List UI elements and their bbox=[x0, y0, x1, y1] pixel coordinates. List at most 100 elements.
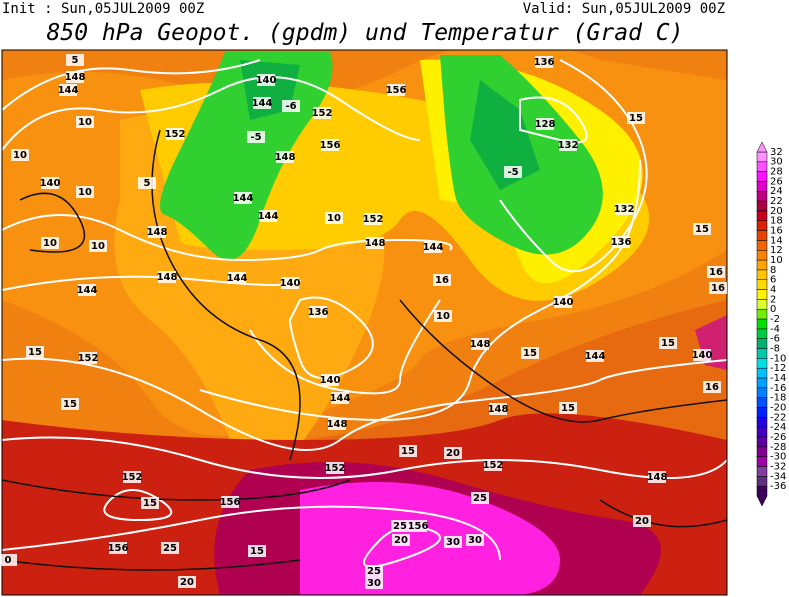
contour-label-bg bbox=[228, 272, 246, 284]
contour-label: 144 bbox=[423, 242, 444, 253]
contour-label-bg bbox=[489, 403, 507, 415]
colorbar-label: -8 bbox=[770, 343, 780, 354]
colorbar-label: 22 bbox=[770, 196, 783, 207]
contour-label: 144 bbox=[258, 211, 279, 222]
contour-label-bg bbox=[253, 97, 271, 109]
contour-label: 25 bbox=[163, 543, 177, 554]
contour-label: 140 bbox=[553, 297, 574, 308]
contour-label-bg bbox=[434, 310, 452, 322]
contour-label: 16 bbox=[705, 382, 719, 393]
contour-label-bg bbox=[693, 349, 711, 361]
contour-label-bg bbox=[325, 212, 343, 224]
colorbar-label: 32 bbox=[770, 147, 783, 158]
map-frame bbox=[1, 49, 728, 596]
contour-label: 15 bbox=[250, 546, 264, 557]
contour-label-bg bbox=[79, 352, 97, 364]
colorbar-swatch bbox=[756, 191, 768, 202]
contour-label: 10 bbox=[78, 117, 92, 128]
contour-label-bg bbox=[444, 447, 462, 459]
contour-label-bg bbox=[648, 471, 666, 483]
colorbar-label: -14 bbox=[770, 373, 786, 384]
contour-label-bg bbox=[313, 107, 331, 119]
colorbar-swatch bbox=[756, 367, 768, 379]
contour-label-bg bbox=[659, 337, 677, 349]
contour-label: 30 bbox=[468, 535, 482, 546]
contour-label-bg bbox=[26, 346, 44, 358]
contour-label: 10 bbox=[91, 241, 105, 252]
contour-label: 148 bbox=[275, 152, 296, 163]
contour-label: 148 bbox=[327, 419, 348, 430]
contour-label: 0 bbox=[5, 555, 12, 566]
contour-label: 15 bbox=[28, 347, 42, 358]
colorbar-swatch bbox=[756, 181, 768, 192]
colorbar-swatch bbox=[756, 151, 768, 163]
colorbar-swatch bbox=[756, 358, 768, 369]
contour-label: 132 bbox=[558, 140, 579, 151]
contour-label: 148 bbox=[488, 404, 509, 415]
contour-label-bg bbox=[259, 210, 277, 222]
contour-label: 20 bbox=[446, 448, 460, 459]
contour-label-bg bbox=[365, 565, 383, 577]
contour-label: 144 bbox=[585, 351, 606, 362]
contour-label: 25 bbox=[367, 566, 381, 577]
contour-label: 15 bbox=[143, 498, 157, 509]
contour-label-bg bbox=[109, 542, 127, 554]
colorbar-arrow-top bbox=[756, 141, 768, 153]
contour-label: 144 bbox=[252, 98, 273, 109]
contour-label-bg bbox=[257, 74, 275, 86]
contour-label: 156 bbox=[386, 85, 407, 96]
contour-label: 152 bbox=[122, 472, 143, 483]
colorbar-label: -32 bbox=[770, 461, 786, 472]
colorbar-swatch bbox=[756, 387, 768, 398]
contour-label-bg bbox=[166, 128, 184, 140]
contour-label: 10 bbox=[13, 150, 27, 161]
contour-label-bg bbox=[471, 338, 489, 350]
colorbar-swatch bbox=[756, 259, 768, 271]
contour-label-bg bbox=[41, 177, 59, 189]
colorbar-swatch bbox=[756, 397, 768, 408]
contour-label-bg bbox=[138, 177, 156, 189]
contour-label: 10 bbox=[327, 213, 341, 224]
contour-label: 132 bbox=[614, 204, 635, 215]
contour-label-bg bbox=[76, 116, 94, 128]
colorbar-swatch bbox=[756, 240, 768, 251]
colorbar-label: -18 bbox=[770, 393, 786, 404]
colorbar-label: -10 bbox=[770, 353, 786, 364]
contour-label-bg bbox=[559, 402, 577, 414]
colorbar-label: 12 bbox=[770, 245, 783, 256]
contour-label: 15 bbox=[629, 113, 643, 124]
contour-label: 15 bbox=[63, 399, 77, 410]
contour-label-bg bbox=[444, 536, 462, 548]
colorbar-swatch bbox=[756, 289, 768, 300]
contour-label: 152 bbox=[312, 108, 333, 119]
contour-label: 140 bbox=[692, 350, 713, 361]
contour-label-bg bbox=[387, 84, 405, 96]
colorbar-swatch bbox=[756, 446, 768, 457]
colorbar-label: 20 bbox=[770, 206, 783, 217]
contour-label: -5 bbox=[250, 132, 261, 143]
colorbar-swatch bbox=[756, 348, 768, 359]
contour-label: 15 bbox=[561, 403, 575, 414]
contour-label: 16 bbox=[435, 275, 449, 286]
contour-label: 152 bbox=[363, 214, 384, 225]
contour-label: 136 bbox=[534, 57, 555, 68]
colorbar-label: 18 bbox=[770, 216, 783, 227]
contour-label-bg bbox=[41, 237, 59, 249]
contour-label-bg bbox=[392, 534, 410, 546]
colorbar-label: 24 bbox=[770, 186, 783, 197]
colorbar-label: -12 bbox=[770, 363, 786, 374]
contour-label-bg bbox=[535, 56, 553, 68]
contour-label-bg bbox=[693, 223, 711, 235]
contour-label-bg bbox=[364, 213, 382, 225]
contour-label-bg bbox=[276, 151, 294, 163]
contour-label: 152 bbox=[483, 460, 504, 471]
colorbar-label: -30 bbox=[770, 452, 786, 463]
contour-label: 25 bbox=[473, 493, 487, 504]
contour-label-bg bbox=[554, 296, 572, 308]
colorbar-label: 14 bbox=[770, 235, 783, 246]
contour-label-bg bbox=[78, 284, 96, 296]
colorbar-label: 8 bbox=[770, 265, 776, 276]
colorbar-label: -20 bbox=[770, 402, 786, 413]
contour-label: -5 bbox=[507, 167, 518, 178]
